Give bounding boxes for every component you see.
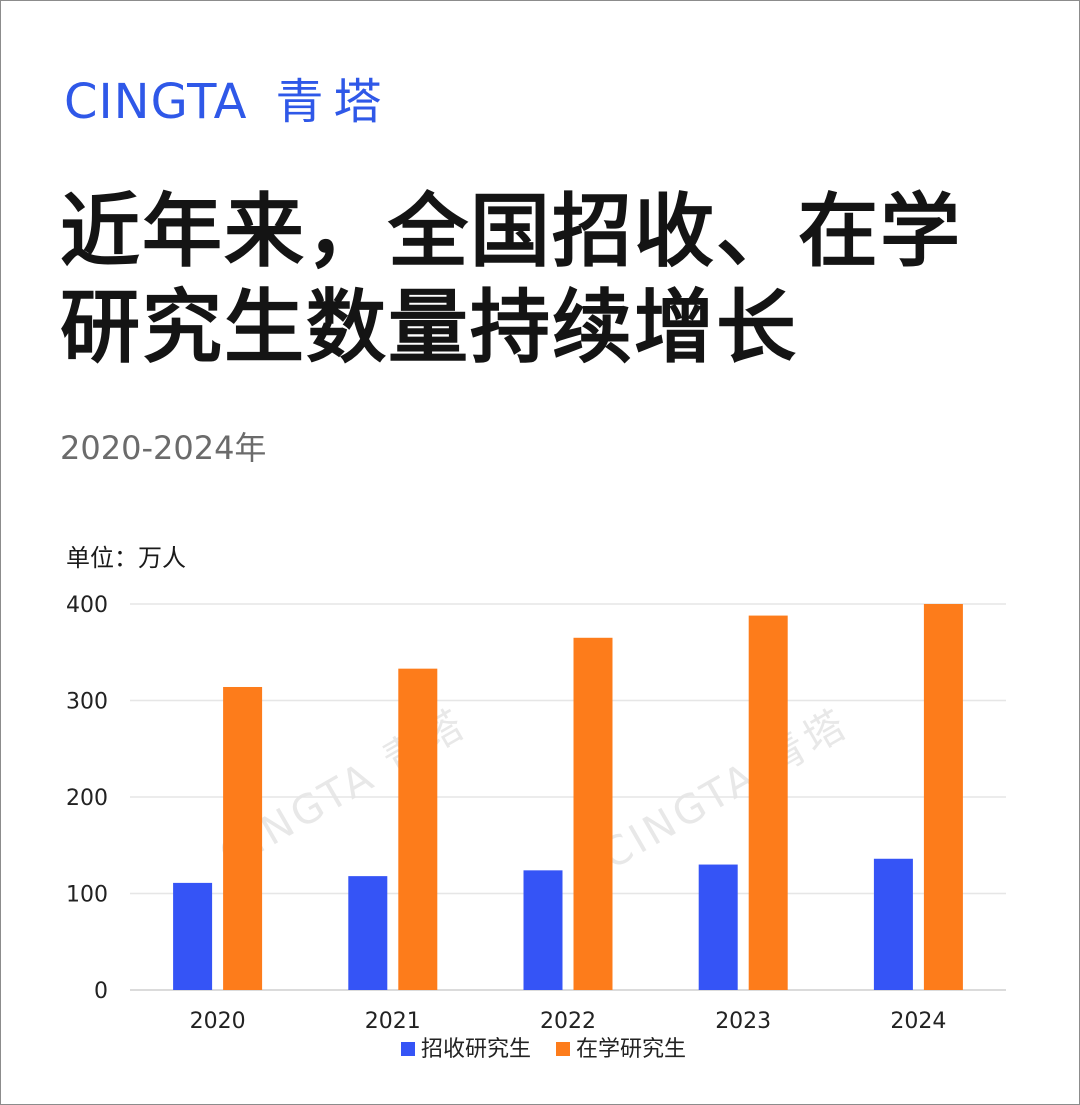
bar-in-school-2021 xyxy=(398,668,438,990)
bar-enrolled-2020 xyxy=(173,882,213,990)
x-tick-label-2022: 2022 xyxy=(540,1009,596,1034)
bar-in-school-2024 xyxy=(923,604,963,990)
unit-label: 单位：万人 xyxy=(66,544,186,572)
bar-enrolled-2023 xyxy=(698,864,738,990)
y-tick-label-300: 300 xyxy=(66,690,108,715)
x-tick-label-2021: 2021 xyxy=(365,1009,421,1034)
brand-latin: CINGTA xyxy=(64,74,248,130)
x-tick-label-2020: 2020 xyxy=(190,1009,246,1034)
bar-enrolled-2022 xyxy=(523,870,563,990)
brand-logo: CINGTA 青塔 xyxy=(64,72,392,132)
watermark-2: CINGTA 青塔 xyxy=(594,701,857,879)
subtitle: 2020-2024年 xyxy=(60,429,267,467)
bar-in-school-2020 xyxy=(223,686,263,990)
legend-label-enrolled: 招收研究生 xyxy=(421,1037,531,1062)
x-tick-label-2023: 2023 xyxy=(715,1009,771,1034)
legend-swatch-enrolled xyxy=(401,1042,415,1056)
bar-enrolled-2021 xyxy=(348,876,388,990)
bar-in-school-2022 xyxy=(573,637,613,990)
title-line-2: 研究生数量持续增长 xyxy=(60,281,798,374)
brand-cn: 青塔 xyxy=(275,74,392,130)
legend-swatch-in-school xyxy=(556,1042,570,1056)
y-tick-label-200: 200 xyxy=(66,786,108,811)
page-title: 近年来，全国招收、在学 研究生数量持续增长 xyxy=(60,184,1020,376)
bar-enrolled-2024 xyxy=(873,858,913,990)
y-tick-label-100: 100 xyxy=(66,883,108,908)
x-tick-label-2024: 2024 xyxy=(890,1009,946,1034)
y-tick-label-0: 0 xyxy=(94,979,108,1004)
title-line-1: 近年来，全国招收、在学 xyxy=(60,185,962,278)
bar-in-school-2023 xyxy=(748,615,788,990)
legend-label-in-school: 在学研究生 xyxy=(576,1037,686,1062)
y-tick-label-400: 400 xyxy=(66,593,108,618)
